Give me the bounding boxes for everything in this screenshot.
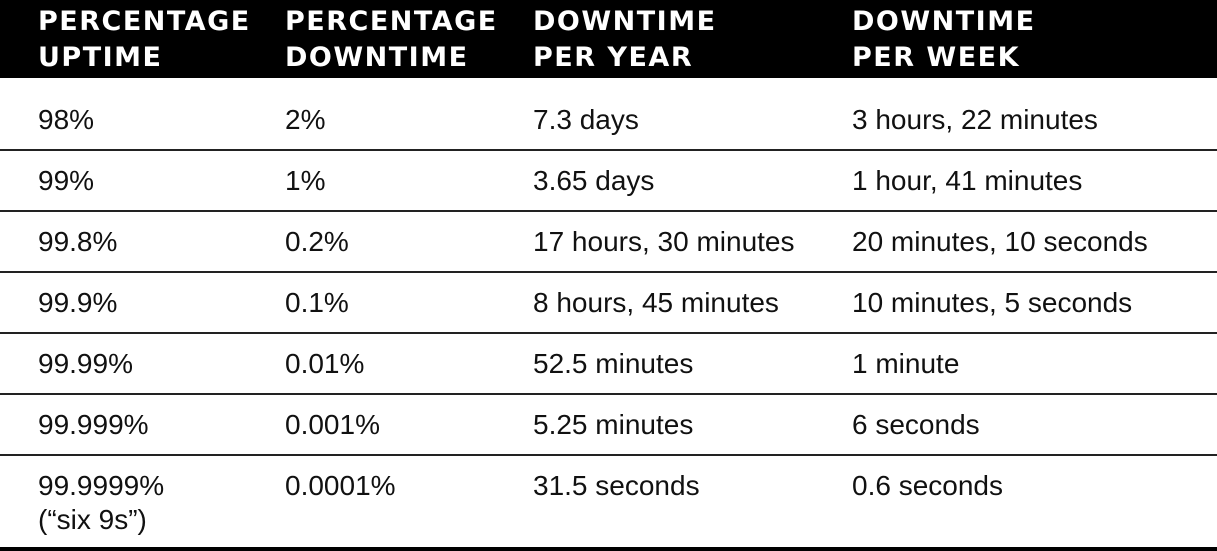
cell-uptime: 99.99%	[38, 347, 133, 379]
cell-uptime: 99%	[38, 164, 95, 196]
cell-per-year: 5.25 minutes	[533, 408, 694, 440]
cell-uptime: 99.999%	[38, 408, 149, 440]
header-percentage-downtime: PERCENTAGE DOWNTIME	[285, 6, 498, 73]
cell-per-week: 1 minute	[852, 347, 960, 379]
cell-downtime: 1%	[285, 164, 326, 196]
cell-downtime: 0.2%	[285, 225, 349, 257]
table-row: 99.9% 0.1% 8 hours, 45 minutes 10 minute…	[0, 273, 1217, 334]
table-body: 98% 2% 7.3 days 3 hours, 22 minutes 99% …	[0, 78, 1217, 551]
cell-per-week: 1 hour, 41 minutes	[852, 164, 1083, 196]
cell-per-year: 17 hours, 30 minutes	[533, 225, 795, 257]
cell-per-week: 6 seconds	[852, 408, 980, 440]
table-row: 99% 1% 3.65 days 1 hour, 41 minutes	[0, 151, 1217, 212]
cell-per-year: 52.5 minutes	[533, 347, 694, 379]
table-header: PERCENTAGE UPTIME PERCENTAGE DOWNTIME DO…	[0, 0, 1217, 78]
cell-uptime: 99.9999% (“six 9s”)	[38, 470, 165, 535]
cell-downtime: 0.1%	[285, 286, 349, 318]
table-row: 98% 2% 7.3 days 3 hours, 22 minutes	[0, 90, 1217, 151]
cell-per-year: 7.3 days	[533, 103, 639, 135]
cell-uptime: 98%	[38, 103, 95, 135]
cell-per-year: 3.65 days	[533, 164, 655, 196]
header-downtime-per-year: DOWNTIME PER YEAR	[533, 6, 717, 73]
table-row: 99.999% 0.001% 5.25 minutes 6 seconds	[0, 395, 1217, 456]
cell-downtime: 0.001%	[285, 408, 380, 440]
header-downtime-per-week: DOWNTIME PER WEEK	[852, 6, 1036, 73]
table-row: 99.8% 0.2% 17 hours, 30 minutes 20 minut…	[0, 212, 1217, 273]
header-percentage-uptime: PERCENTAGE UPTIME	[38, 6, 251, 73]
cell-per-week: 0.6 seconds	[852, 470, 1003, 501]
cell-downtime: 0.01%	[285, 347, 365, 379]
cell-uptime: 99.9%	[38, 286, 118, 318]
cell-per-week: 10 minutes, 5 seconds	[852, 286, 1133, 318]
cell-per-week: 3 hours, 22 minutes	[852, 103, 1098, 135]
cell-downtime: 2%	[285, 103, 326, 135]
cell-downtime: 0.0001%	[285, 470, 396, 501]
cell-per-year: 8 hours, 45 minutes	[533, 286, 779, 318]
cell-uptime: 99.8%	[38, 225, 118, 257]
table-row: 99.99% 0.01% 52.5 minutes 1 minute	[0, 334, 1217, 395]
table-row: 99.9999% (“six 9s”) 0.0001% 31.5 seconds…	[0, 456, 1217, 551]
cell-per-week: 20 minutes, 10 seconds	[852, 225, 1148, 257]
cell-per-year: 31.5 seconds	[533, 470, 700, 501]
